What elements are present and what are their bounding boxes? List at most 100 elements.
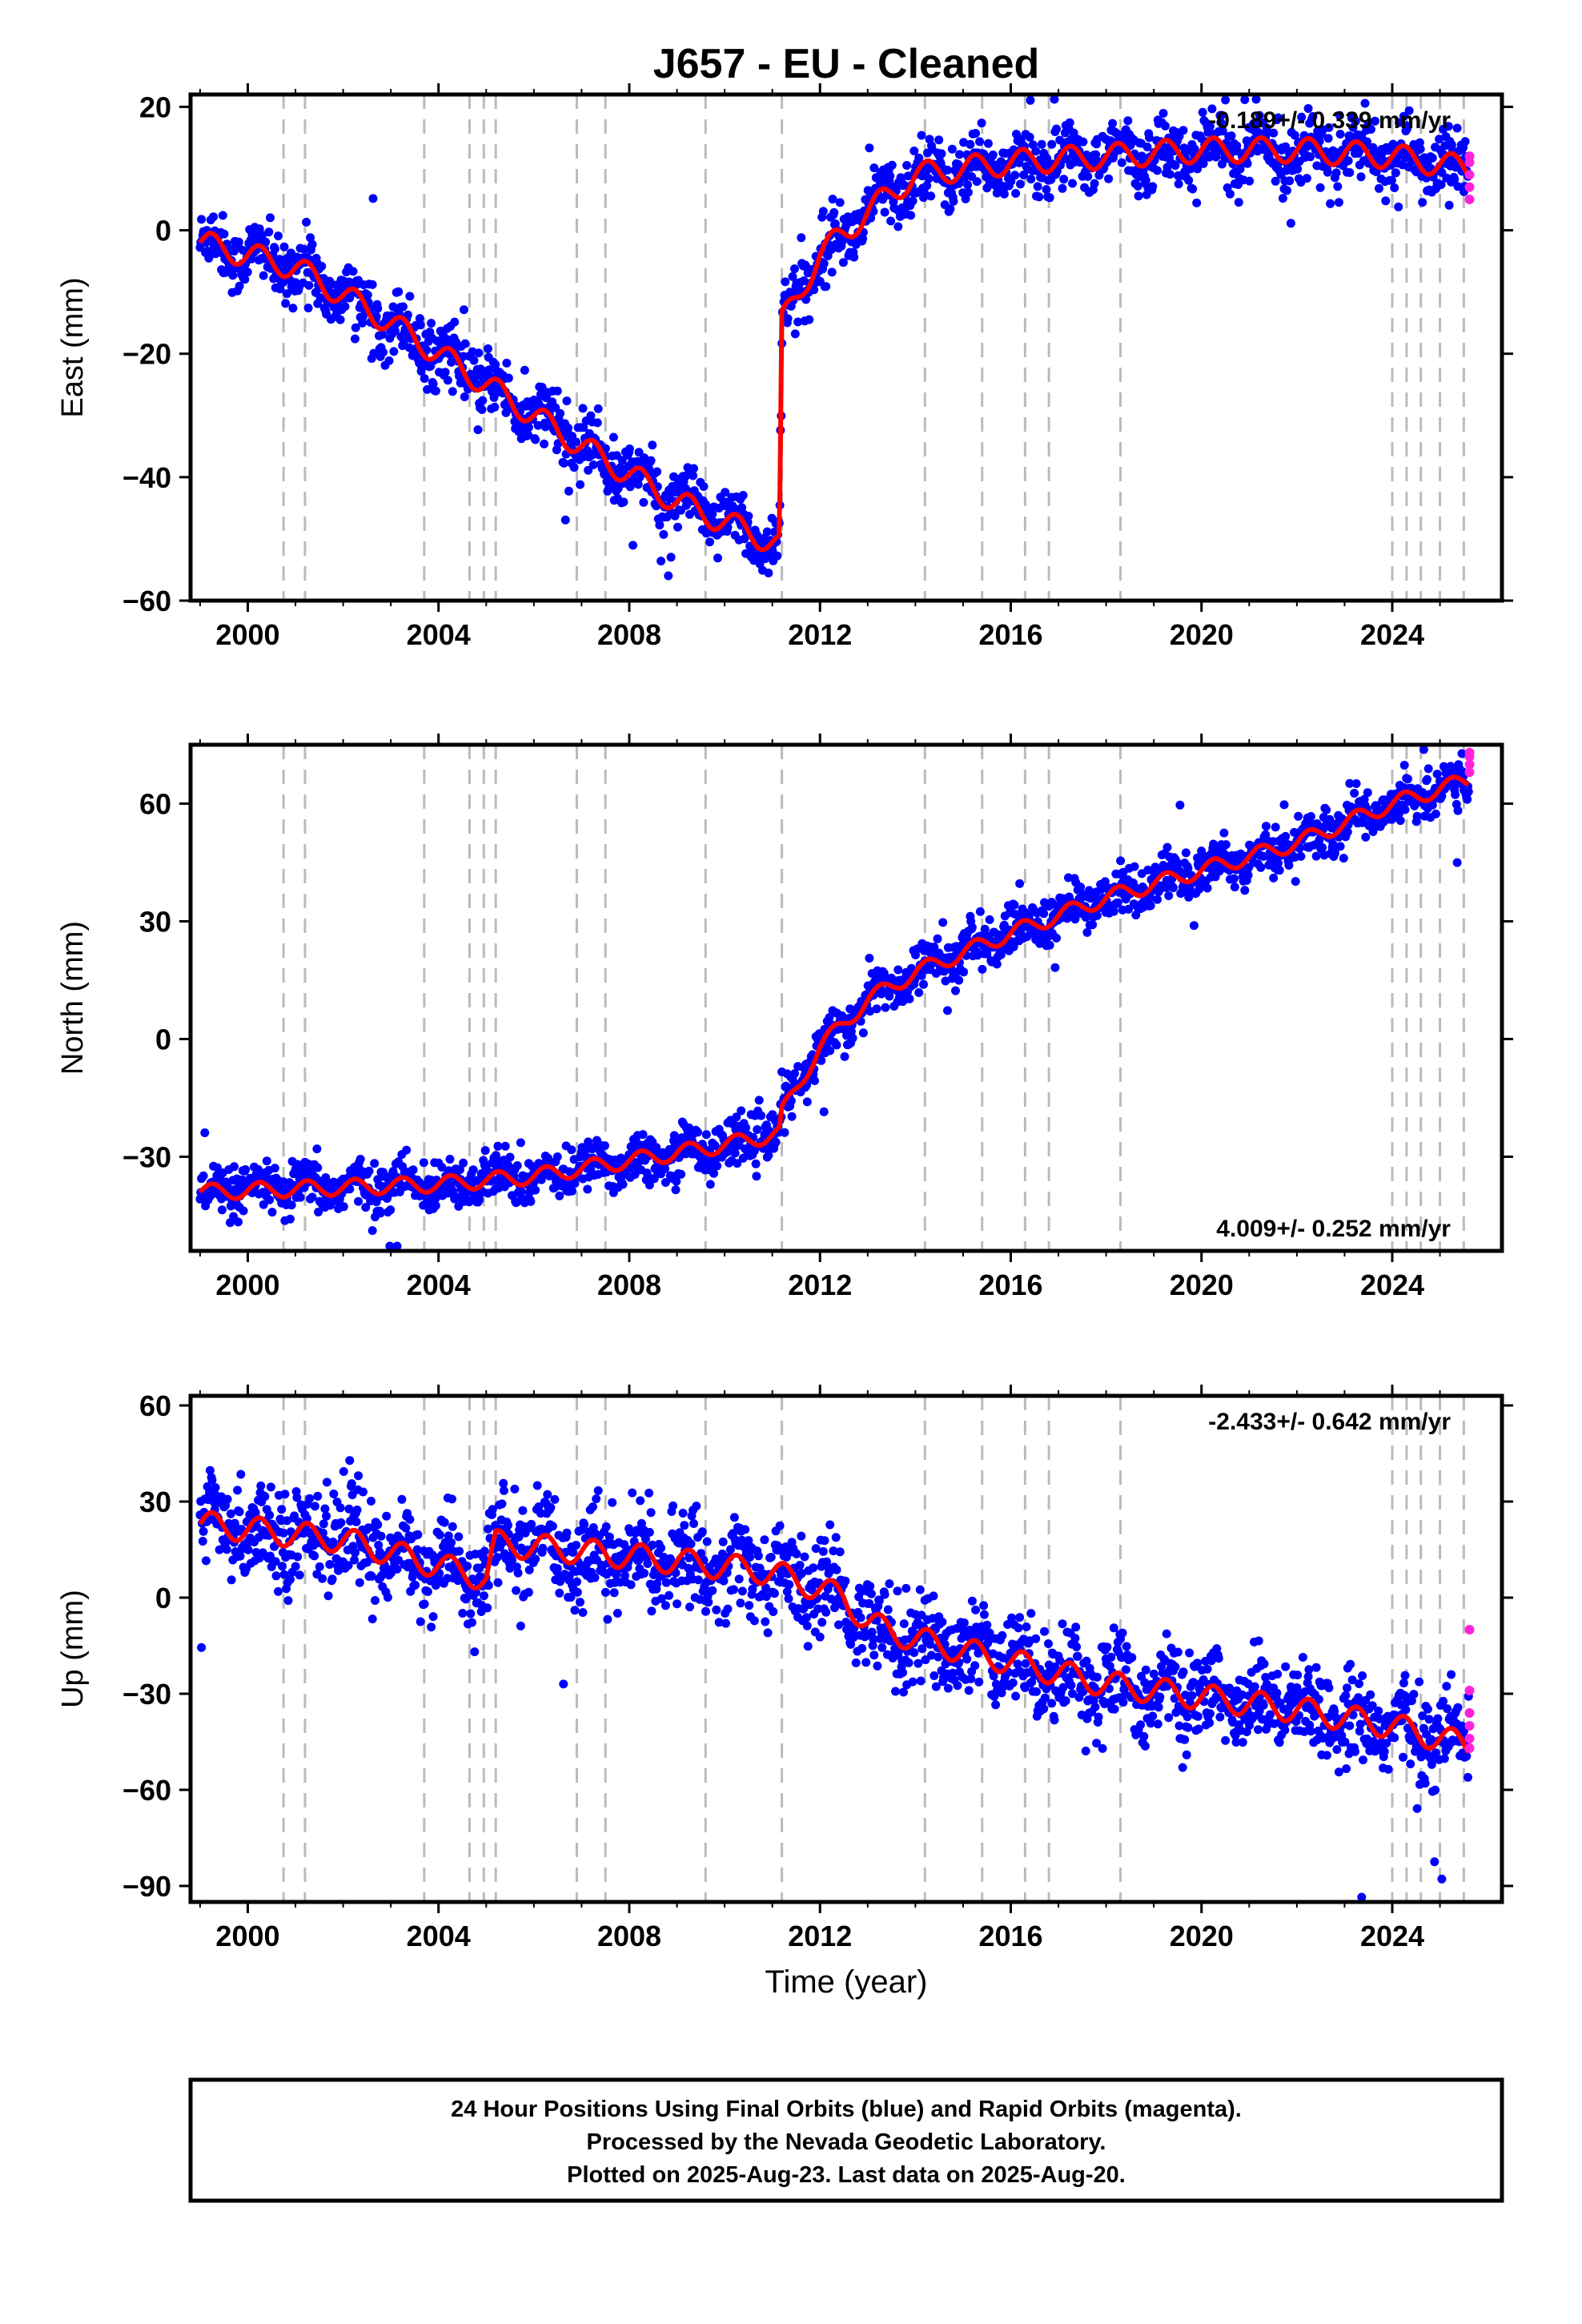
final-orbit-point — [339, 1467, 348, 1476]
final-orbit-point — [1031, 147, 1041, 156]
final-orbit-point — [483, 1603, 492, 1613]
final-orbit-point — [256, 1481, 266, 1490]
final-orbit-point — [1333, 182, 1343, 191]
final-orbit-point — [286, 1214, 295, 1224]
final-orbit-point — [222, 1545, 231, 1554]
final-orbit-point — [626, 1580, 636, 1590]
final-orbit-point — [218, 211, 227, 220]
final-orbit-point — [1290, 131, 1299, 140]
final-orbit-point — [803, 1642, 813, 1651]
final-orbit-point — [701, 1606, 710, 1616]
final-orbit-point — [323, 1591, 333, 1601]
final-orbit-point — [502, 358, 512, 368]
final-orbit-point — [881, 1003, 890, 1012]
final-orbit-point — [1435, 135, 1444, 144]
final-orbit-point — [919, 979, 928, 989]
final-orbit-point — [230, 1162, 239, 1172]
final-orbit-point — [590, 1573, 600, 1582]
final-orbit-point — [689, 464, 698, 473]
final-orbit-point — [966, 139, 975, 149]
final-orbit-point — [1271, 822, 1280, 832]
final-orbit-point — [197, 1642, 207, 1652]
final-orbit-point — [389, 347, 399, 356]
final-orbit-point — [531, 1185, 540, 1195]
final-orbit-point — [304, 280, 314, 290]
final-orbit-point — [1322, 805, 1331, 814]
rapid-orbit-point — [1464, 182, 1475, 192]
panel-up: 2000 2004 2008 2012 2016 2020 2024−90−60−30030… — [56, 1385, 1513, 1952]
final-orbit-point — [1198, 107, 1207, 117]
final-orbit-point — [1146, 901, 1155, 911]
final-orbit-point — [431, 386, 440, 396]
final-orbit-point — [1221, 840, 1231, 850]
final-orbit-point — [401, 1523, 411, 1533]
final-orbit-point — [235, 281, 244, 291]
final-orbit-point — [359, 1487, 367, 1497]
final-orbit-point — [1134, 191, 1143, 201]
final-orbit-point — [669, 1501, 678, 1510]
final-orbit-point — [1016, 179, 1025, 189]
final-orbit-point — [200, 1128, 210, 1137]
final-orbit-point — [1065, 118, 1074, 127]
y-tick-label: 60 — [139, 787, 171, 820]
final-orbit-point — [560, 458, 569, 468]
final-orbit-point — [1026, 95, 1035, 105]
final-orbit-point — [490, 402, 500, 412]
final-orbit-point — [274, 1586, 283, 1596]
final-orbit-point — [821, 1607, 831, 1617]
final-orbit-point — [954, 975, 964, 985]
final-orbit-point — [1033, 182, 1042, 191]
final-orbit-point — [359, 312, 367, 321]
final-orbit-point — [440, 368, 450, 377]
final-orbit-point — [1400, 805, 1410, 814]
final-orbit-point — [1361, 832, 1371, 842]
panel-east: 2000 2004 2008 2012 2016 2020 2024−60−40−20020… — [56, 83, 1513, 651]
final-orbit-point — [751, 1159, 761, 1168]
final-orbit-point — [368, 194, 378, 203]
final-orbit-point — [364, 1166, 374, 1176]
final-orbit-point — [556, 408, 565, 418]
final-orbit-point — [1178, 126, 1188, 135]
final-orbit-point — [223, 1494, 232, 1504]
final-orbit-point — [608, 1498, 617, 1507]
final-orbit-point — [673, 1599, 682, 1609]
final-orbit-point — [260, 1492, 270, 1502]
final-orbit-point — [644, 1527, 654, 1537]
final-orbit-point — [277, 1505, 287, 1514]
final-orbit-point — [403, 310, 412, 320]
final-orbit-point — [1444, 200, 1454, 210]
rapid-orbit-point — [1464, 151, 1475, 162]
final-orbit-point — [259, 271, 268, 280]
final-orbit-point — [1174, 179, 1183, 189]
final-orbit-point — [209, 212, 219, 222]
final-orbit-point — [693, 1128, 702, 1137]
final-orbit-point — [454, 1532, 464, 1542]
final-orbit-point — [564, 424, 573, 432]
final-orbit-point — [713, 1161, 722, 1171]
final-orbit-point — [985, 915, 994, 924]
final-orbit-point — [493, 1578, 503, 1587]
final-orbit-point — [531, 435, 540, 444]
final-orbit-point — [644, 1488, 654, 1498]
final-orbit-point — [1192, 198, 1202, 207]
event-lines-north — [282, 745, 1465, 1251]
final-orbit-point — [568, 1186, 577, 1196]
final-orbit-point — [512, 1161, 522, 1170]
final-orbit-point — [408, 1165, 418, 1175]
final-orbit-point — [1452, 858, 1462, 867]
final-orbit-point — [601, 1522, 611, 1531]
final-orbit-point — [1084, 886, 1094, 895]
final-orbit-point — [345, 1456, 355, 1466]
final-orbit-point — [1181, 848, 1191, 858]
final-orbit-point — [1217, 111, 1227, 120]
final-orbit-point — [1088, 920, 1098, 930]
final-orbit-point — [552, 1152, 562, 1161]
final-orbit-point — [887, 160, 897, 170]
final-orbit-point — [1042, 185, 1051, 195]
final-orbit-point — [394, 287, 404, 296]
final-orbit-point — [1010, 171, 1020, 180]
final-orbit-point — [518, 1506, 528, 1515]
final-orbit-point — [1423, 764, 1433, 774]
final-orbit-point — [603, 1614, 612, 1624]
final-orbit-point — [819, 1107, 829, 1116]
